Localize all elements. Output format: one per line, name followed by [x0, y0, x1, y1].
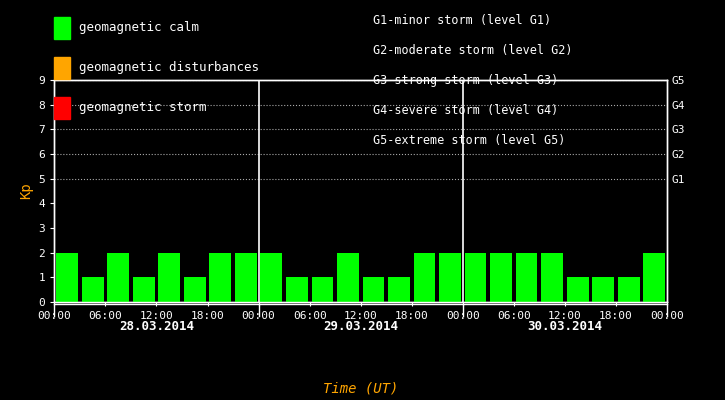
Text: G5-extreme storm (level G5): G5-extreme storm (level G5) [373, 134, 566, 147]
Text: G4-severe storm (level G4): G4-severe storm (level G4) [373, 104, 559, 117]
Text: G3-strong storm (level G3): G3-strong storm (level G3) [373, 74, 559, 87]
Y-axis label: Kp: Kp [19, 183, 33, 199]
Bar [337, 253, 359, 302]
Bar [133, 277, 154, 302]
Bar [643, 253, 665, 302]
Bar [312, 277, 334, 302]
Text: G1-minor storm (level G1): G1-minor storm (level G1) [373, 14, 552, 27]
Bar [286, 277, 307, 302]
Bar [618, 277, 639, 302]
Bar [260, 253, 282, 302]
Bar [235, 253, 257, 302]
Bar [515, 253, 537, 302]
Bar [362, 277, 384, 302]
Text: G2-moderate storm (level G2): G2-moderate storm (level G2) [373, 44, 573, 57]
Text: 28.03.2014: 28.03.2014 [119, 320, 194, 333]
Text: 29.03.2014: 29.03.2014 [323, 320, 398, 333]
Text: geomagnetic storm: geomagnetic storm [79, 102, 207, 114]
Text: Time (UT): Time (UT) [323, 382, 398, 396]
Bar [490, 253, 512, 302]
Bar [210, 253, 231, 302]
Bar [414, 253, 435, 302]
Bar [567, 277, 589, 302]
Bar [184, 277, 206, 302]
Bar [57, 253, 78, 302]
Bar [82, 277, 104, 302]
Bar [465, 253, 486, 302]
Bar [388, 277, 410, 302]
Text: geomagnetic calm: geomagnetic calm [79, 22, 199, 34]
Bar [592, 277, 614, 302]
Text: geomagnetic disturbances: geomagnetic disturbances [79, 62, 259, 74]
Text: 30.03.2014: 30.03.2014 [527, 320, 602, 333]
Bar [542, 253, 563, 302]
Bar [107, 253, 129, 302]
Bar [439, 253, 461, 302]
Bar [158, 253, 180, 302]
